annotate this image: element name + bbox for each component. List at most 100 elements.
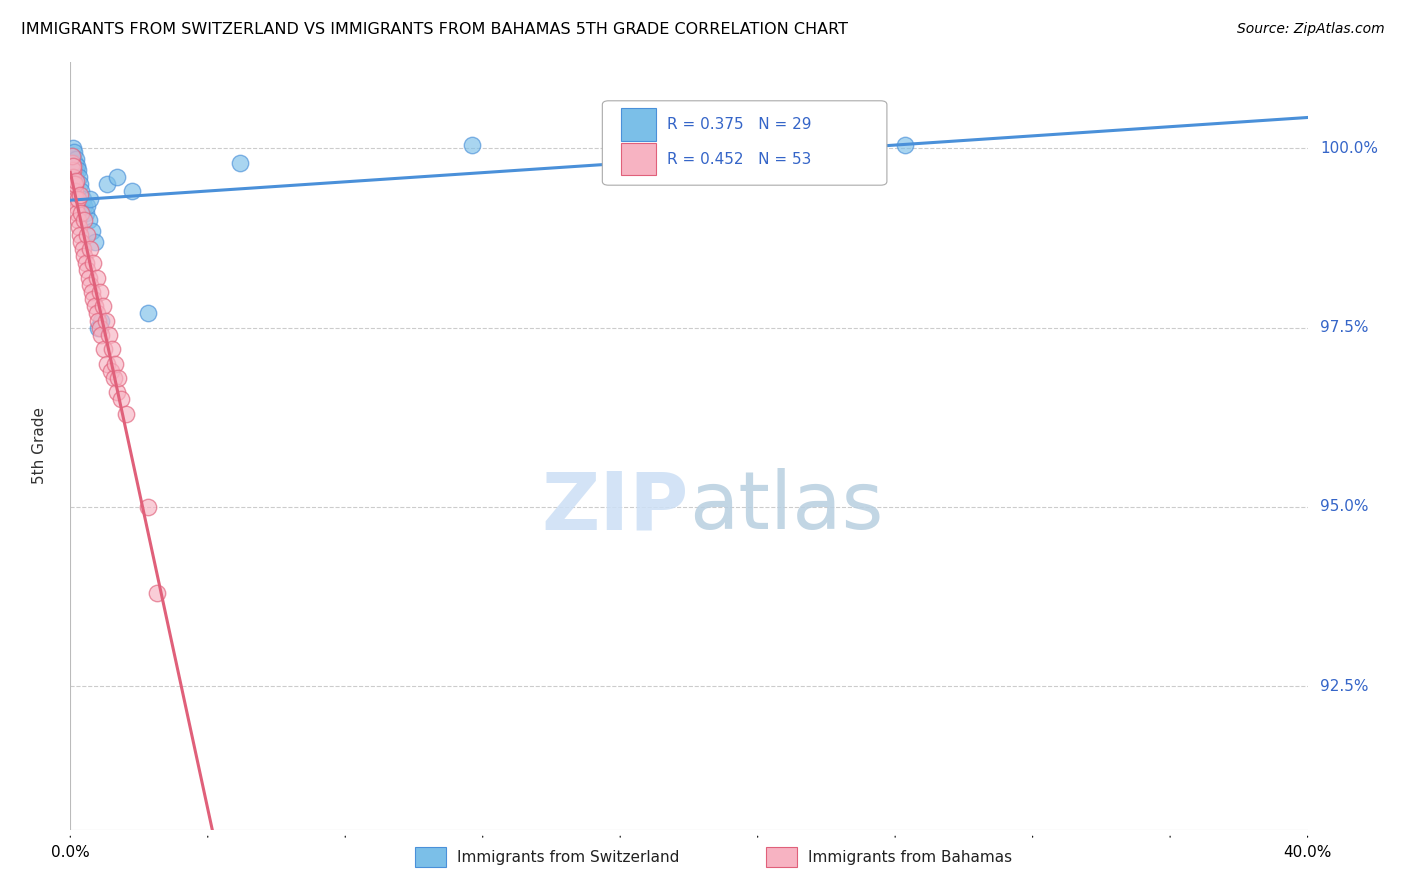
Point: [98, 327, 120, 342]
Point: [63, 185, 86, 199]
Point: [65, 153, 87, 167]
Point: [65, 174, 87, 188]
Text: R = 0.375   N = 29: R = 0.375 N = 29: [666, 117, 811, 132]
Point: [87, 320, 110, 334]
Text: 92.5%: 92.5%: [1320, 679, 1368, 694]
Point: [110, 392, 132, 407]
Point: [105, 385, 128, 400]
Text: 97.5%: 97.5%: [1320, 320, 1368, 335]
Point: [70, 235, 93, 249]
Text: Immigrants from Bahamas: Immigrants from Bahamas: [808, 850, 1012, 864]
Point: [62, 153, 84, 167]
Point: [80, 224, 103, 238]
Point: [121, 185, 143, 199]
Point: [894, 137, 917, 152]
Point: [62, 141, 84, 155]
Text: 40.0%: 40.0%: [1284, 845, 1331, 860]
FancyBboxPatch shape: [602, 101, 887, 186]
Point: [63, 178, 86, 192]
Point: [76, 199, 98, 213]
Point: [75, 256, 97, 270]
Point: [60, 148, 83, 162]
Point: [72, 242, 94, 256]
Point: [79, 277, 101, 292]
Text: Immigrants from Switzerland: Immigrants from Switzerland: [457, 850, 679, 864]
Point: [73, 249, 96, 263]
Text: Source: ZipAtlas.com: Source: ZipAtlas.com: [1237, 22, 1385, 37]
Point: [79, 242, 101, 256]
Point: [82, 256, 105, 270]
Text: 100.0%: 100.0%: [1320, 141, 1378, 156]
Point: [66, 160, 89, 174]
Point: [70, 206, 93, 220]
Text: 5th Grade: 5th Grade: [32, 408, 46, 484]
Point: [65, 199, 87, 213]
Point: [69, 188, 91, 202]
Point: [96, 178, 118, 192]
Point: [105, 170, 128, 185]
Point: [93, 342, 115, 356]
Point: [62, 163, 84, 178]
Point: [89, 320, 111, 334]
Point: [73, 199, 96, 213]
Point: [69, 227, 91, 242]
Text: 0.0%: 0.0%: [51, 845, 90, 860]
Point: [67, 213, 90, 227]
Point: [136, 500, 159, 514]
Point: [73, 213, 96, 227]
Point: [65, 163, 87, 178]
Point: [91, 299, 114, 313]
Text: ZIP: ZIP: [541, 468, 689, 547]
Point: [89, 285, 111, 299]
Point: [103, 371, 125, 385]
Point: [115, 407, 138, 421]
Point: [63, 156, 86, 170]
Point: [76, 227, 98, 242]
Point: [62, 170, 84, 185]
Point: [70, 185, 93, 199]
Text: atlas: atlas: [689, 468, 883, 547]
Point: [60, 148, 83, 162]
Point: [77, 213, 100, 227]
Point: [62, 160, 84, 174]
Point: [67, 220, 90, 235]
Text: 95.0%: 95.0%: [1320, 500, 1368, 515]
Point: [67, 192, 90, 206]
Point: [87, 313, 110, 327]
Point: [461, 137, 484, 152]
Point: [90, 327, 112, 342]
Point: [229, 156, 252, 170]
Point: [100, 364, 122, 378]
Point: [86, 306, 108, 320]
Point: [69, 178, 91, 192]
Point: [101, 342, 124, 356]
Point: [84, 299, 107, 313]
Text: R = 0.452   N = 53: R = 0.452 N = 53: [666, 152, 811, 167]
Point: [79, 192, 101, 206]
Point: [65, 192, 87, 206]
Point: [67, 163, 90, 178]
Point: [72, 192, 94, 206]
Point: [86, 270, 108, 285]
Point: [77, 270, 100, 285]
Text: IMMIGRANTS FROM SWITZERLAND VS IMMIGRANTS FROM BAHAMAS 5TH GRADE CORRELATION CHA: IMMIGRANTS FROM SWITZERLAND VS IMMIGRANT…: [21, 22, 848, 37]
Point: [94, 313, 117, 327]
Point: [84, 235, 107, 249]
Point: [107, 371, 129, 385]
Point: [90, 313, 112, 327]
Point: [146, 586, 169, 600]
Point: [96, 357, 118, 371]
Point: [136, 306, 159, 320]
Point: [75, 206, 97, 220]
Point: [104, 357, 127, 371]
Point: [76, 263, 98, 277]
FancyBboxPatch shape: [621, 143, 655, 175]
Point: [66, 206, 89, 220]
Point: [67, 170, 90, 185]
Point: [82, 292, 105, 306]
Point: [60, 156, 83, 170]
Point: [63, 178, 86, 192]
FancyBboxPatch shape: [621, 109, 655, 141]
Point: [80, 285, 103, 299]
Point: [63, 145, 86, 159]
